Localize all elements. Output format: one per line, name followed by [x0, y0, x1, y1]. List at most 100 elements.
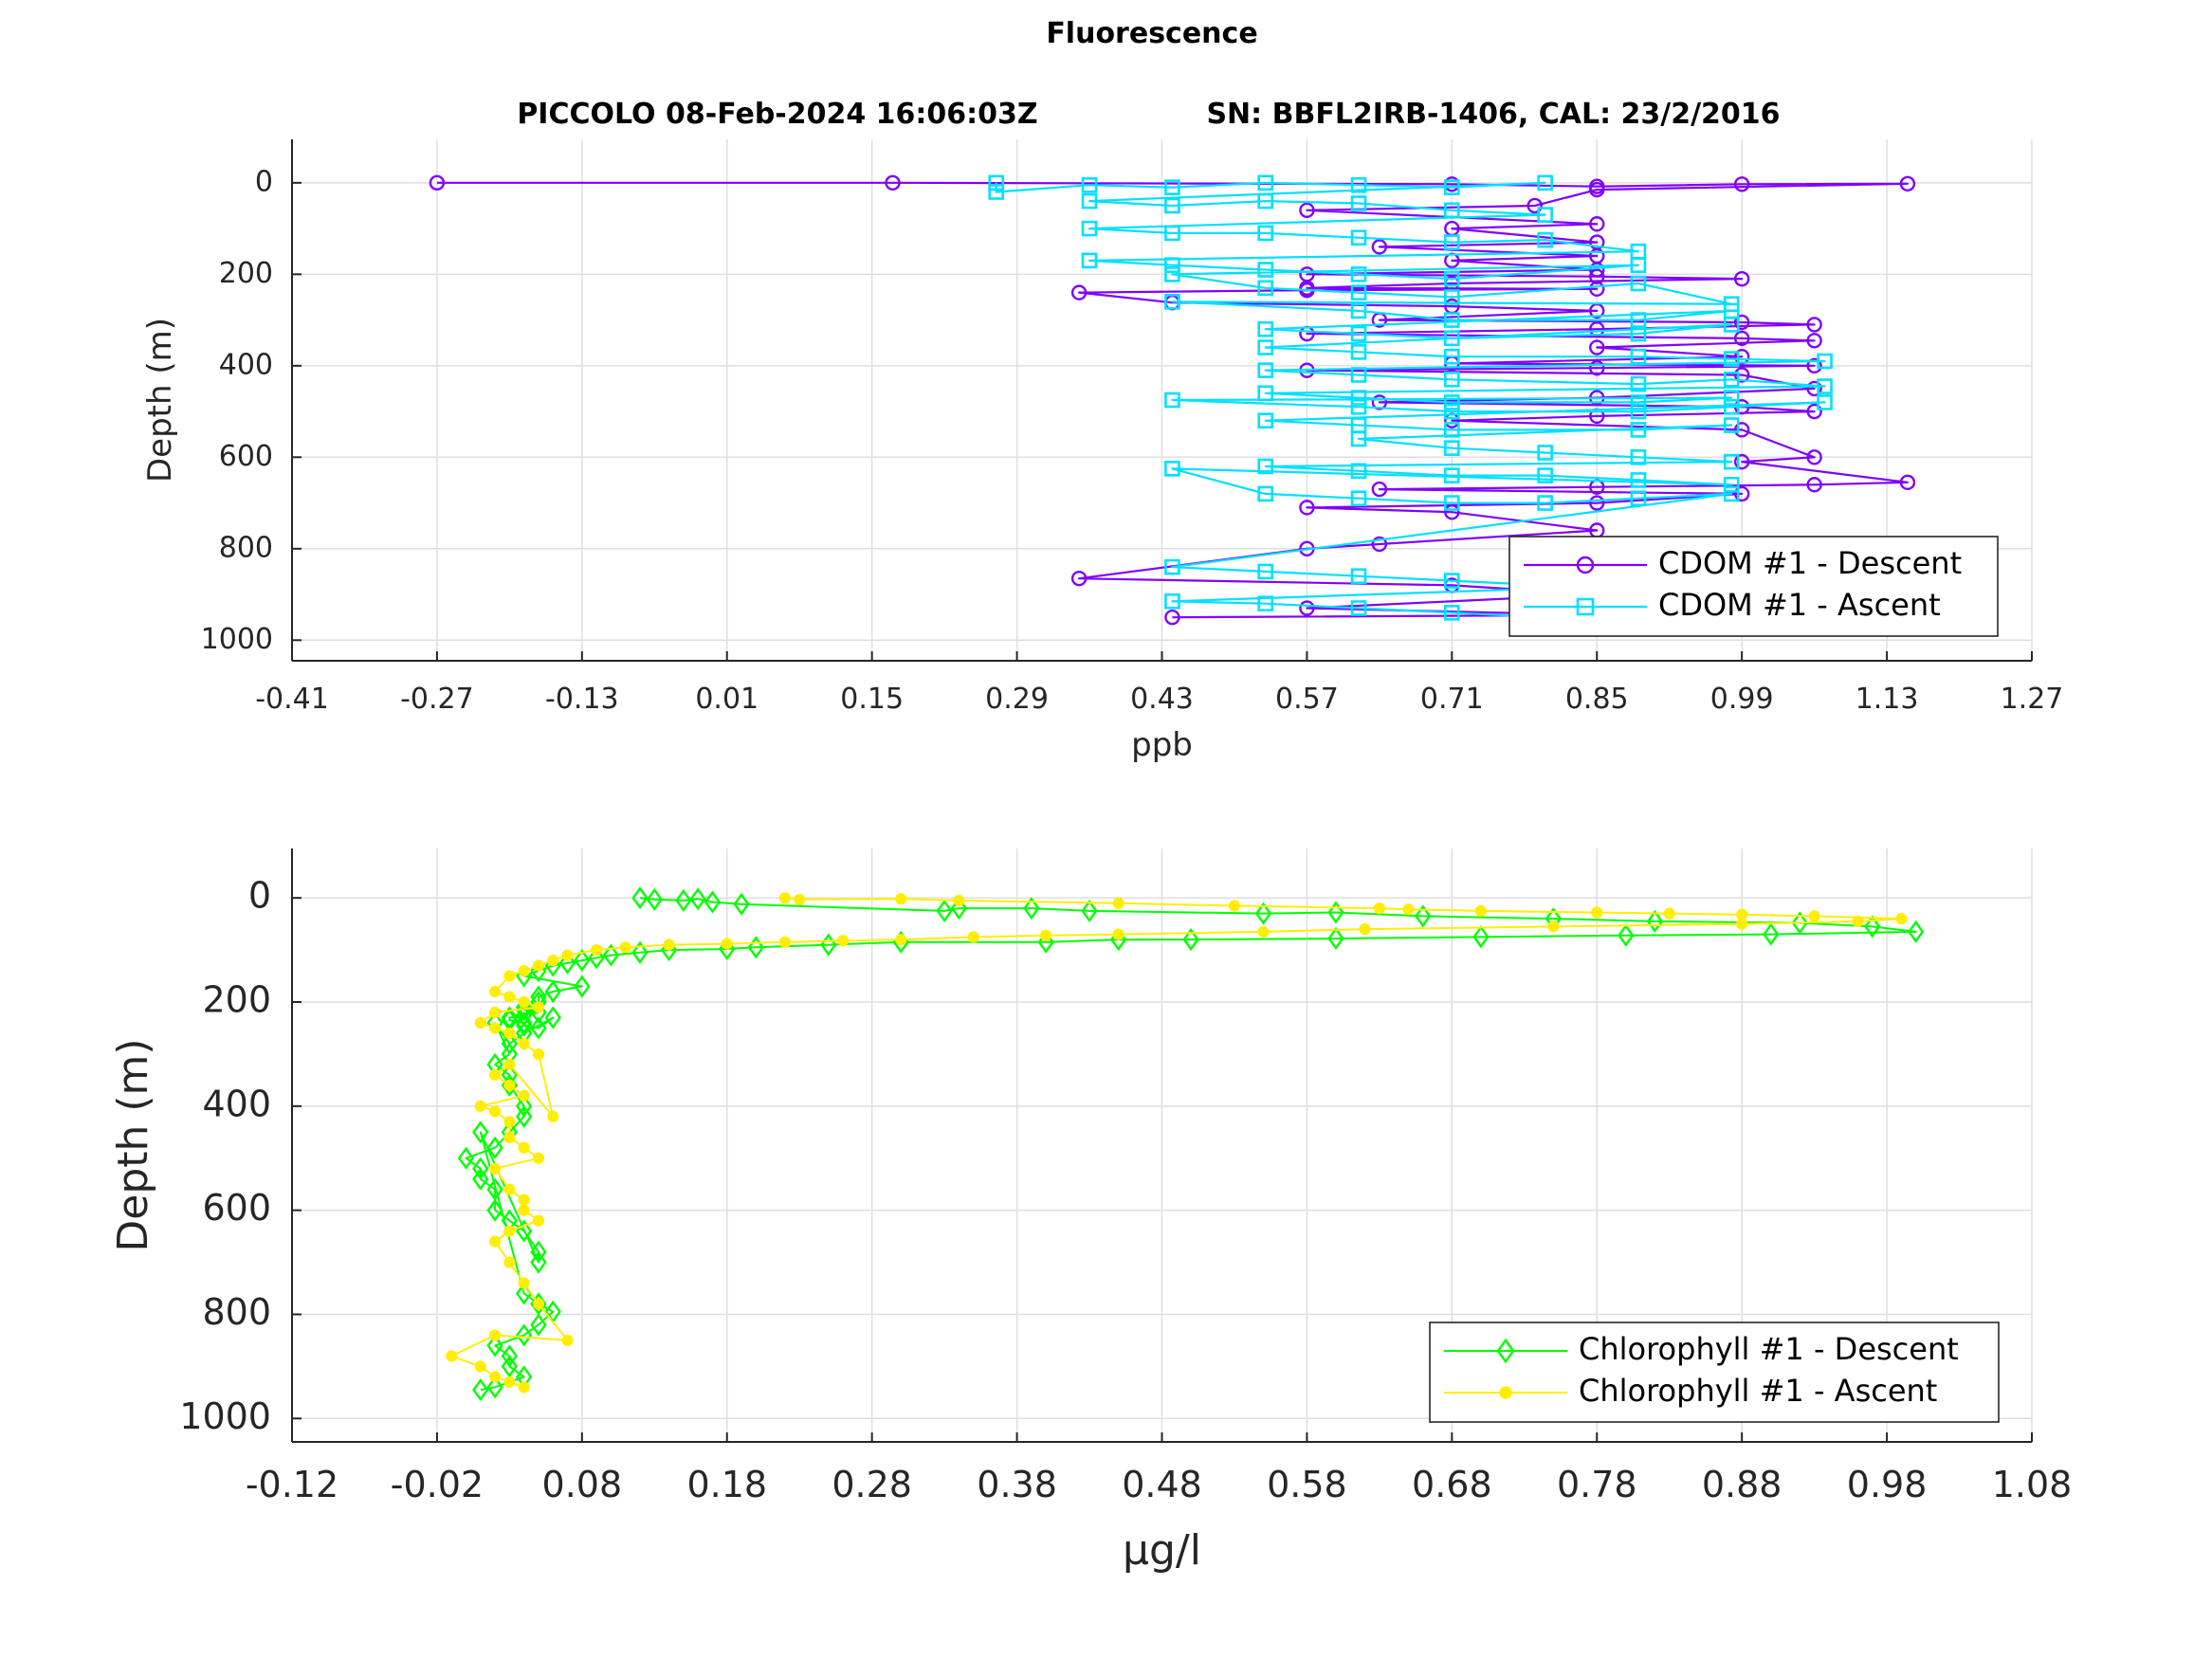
data-point — [1806, 403, 1822, 420]
data-point — [532, 1001, 545, 1013]
data-point — [1257, 563, 1274, 580]
data-point — [1164, 461, 1180, 477]
y-tick-label: 600 — [219, 440, 273, 473]
data-point — [503, 1058, 516, 1070]
data-point — [1257, 412, 1274, 429]
data-point — [503, 1027, 516, 1040]
data-point — [532, 1048, 545, 1061]
data-point — [1257, 174, 1274, 191]
series-line — [465, 897, 1917, 1392]
x-axis-label: μg/l — [1123, 1526, 1201, 1575]
legend-marker — [1576, 556, 1595, 574]
data-point — [1257, 385, 1274, 402]
x-tick-label: 0.01 — [695, 683, 759, 716]
data-point — [1081, 176, 1098, 193]
data-point — [503, 1376, 516, 1388]
data-point — [488, 1235, 502, 1248]
data-point — [1723, 317, 1740, 333]
data-point — [1723, 398, 1740, 415]
figure-subtitle-left: PICCOLO 08-Feb-2024 16:06:03Z — [517, 98, 1037, 131]
data-point — [1164, 257, 1180, 273]
data-point — [1736, 918, 1748, 930]
series-2 — [446, 892, 1908, 1394]
data-point — [1899, 175, 1916, 191]
x-tick-label: 0.98 — [1847, 1464, 1928, 1505]
data-point — [704, 890, 722, 914]
data-point — [1589, 181, 1605, 198]
data-point — [1164, 225, 1180, 242]
figure-title: Fluorescence — [1046, 17, 1257, 50]
data-point — [1164, 609, 1180, 626]
data-point — [1023, 897, 1040, 921]
data-point — [561, 949, 574, 961]
data-point — [1257, 362, 1274, 378]
data-point — [488, 1022, 502, 1034]
data-point — [1371, 481, 1388, 498]
legend-marker — [1499, 1386, 1512, 1399]
data-point — [1808, 910, 1820, 922]
data-point — [1350, 390, 1367, 406]
data-point — [1806, 380, 1822, 397]
data-point — [1444, 495, 1460, 511]
data-point — [1589, 281, 1605, 297]
data-point — [646, 887, 663, 911]
data-point — [936, 899, 953, 922]
data-point — [1444, 179, 1460, 195]
data-point — [1895, 913, 1908, 925]
legend: CDOM #1 - Descent CDOM #1 - Ascent — [1508, 536, 1999, 637]
data-point — [518, 1194, 530, 1206]
data-point — [1112, 928, 1124, 940]
data-point — [1350, 568, 1367, 585]
data-point — [1040, 929, 1052, 941]
x-tick-label: 0.43 — [1130, 683, 1194, 716]
y-tick-label: 400 — [202, 1083, 271, 1124]
data-point — [518, 1089, 530, 1102]
data-point — [1630, 422, 1647, 438]
data-point — [1299, 500, 1315, 516]
x-tick-label: 1.27 — [2001, 683, 2064, 716]
data-point — [602, 943, 620, 967]
data-point — [1415, 904, 1432, 928]
data-point — [1444, 312, 1460, 328]
data-point — [1630, 275, 1647, 292]
data-point — [1547, 921, 1560, 933]
data-point — [778, 936, 792, 948]
data-point — [1806, 449, 1822, 465]
data-point — [501, 1006, 519, 1030]
data-point — [631, 940, 649, 964]
data-point — [518, 964, 530, 977]
data-point — [515, 1323, 533, 1347]
x-tick-label: 0.99 — [1710, 683, 1774, 716]
data-point — [1723, 417, 1740, 433]
data-point — [1350, 229, 1367, 246]
data-point — [721, 938, 733, 950]
data-point — [1630, 325, 1647, 342]
data-point — [1907, 920, 1925, 943]
data-point — [518, 995, 530, 1009]
data-point — [988, 184, 1005, 200]
data-point — [778, 892, 792, 904]
data-point — [1444, 605, 1460, 621]
data-point — [1806, 477, 1822, 493]
x-tick-label: 0.85 — [1565, 683, 1629, 716]
data-point — [663, 939, 675, 951]
data-point — [675, 888, 692, 912]
data-point — [472, 1157, 489, 1180]
figure-subtitle-right: SN: BBFL2IRB-1406, CAL: 23/2/2016 — [1206, 98, 1780, 131]
legend: Chlorophyll #1 - Descent Chlorophyll #1 -… — [1429, 1322, 2000, 1423]
legend-entry: CDOM #1 - Ascent — [1658, 587, 1941, 623]
data-point — [1864, 915, 1881, 939]
data-point — [1257, 458, 1274, 475]
x-tick-label: 0.78 — [1557, 1464, 1637, 1505]
x-tick-label: 0.18 — [686, 1464, 767, 1505]
data-point — [895, 933, 907, 946]
data-point — [518, 1277, 530, 1289]
data-point — [1537, 467, 1553, 483]
data-point — [1663, 907, 1675, 920]
data-point — [1350, 195, 1367, 211]
data-point — [1806, 357, 1822, 374]
data-point — [1444, 289, 1460, 305]
data-point — [1630, 394, 1647, 410]
data-point — [1444, 348, 1460, 365]
data-point — [488, 1006, 502, 1019]
